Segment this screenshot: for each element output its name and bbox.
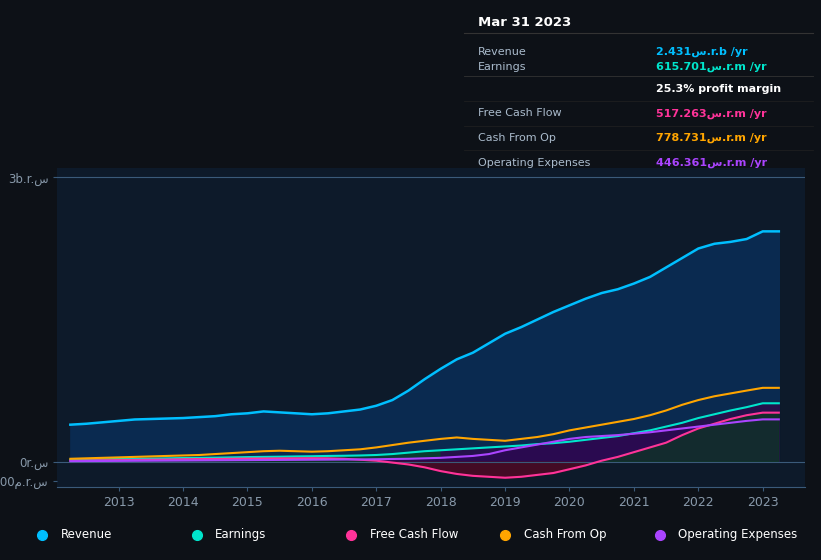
Text: 446.361س.r.m /yr: 446.361س.r.m /yr <box>656 157 767 168</box>
Text: Cash From Op: Cash From Op <box>478 133 556 143</box>
Text: 25.3% profit margin: 25.3% profit margin <box>656 84 781 94</box>
Text: Mar 31 2023: Mar 31 2023 <box>478 16 571 29</box>
Text: 615.701س.r.m /yr: 615.701س.r.m /yr <box>656 62 766 72</box>
Text: Earnings: Earnings <box>215 528 267 542</box>
Text: 517.263س.r.m /yr: 517.263س.r.m /yr <box>656 108 766 119</box>
Text: 778.731س.r.m /yr: 778.731س.r.m /yr <box>656 133 766 143</box>
Text: Operating Expenses: Operating Expenses <box>678 528 797 542</box>
Text: Earnings: Earnings <box>478 62 526 72</box>
Text: Cash From Op: Cash From Op <box>524 528 607 542</box>
Text: Free Cash Flow: Free Cash Flow <box>369 528 458 542</box>
Text: 2.431س.r.b /yr: 2.431س.r.b /yr <box>656 46 747 57</box>
Text: Operating Expenses: Operating Expenses <box>478 158 590 167</box>
Text: Free Cash Flow: Free Cash Flow <box>478 109 562 118</box>
Text: Revenue: Revenue <box>61 528 112 542</box>
Text: Revenue: Revenue <box>478 47 526 57</box>
